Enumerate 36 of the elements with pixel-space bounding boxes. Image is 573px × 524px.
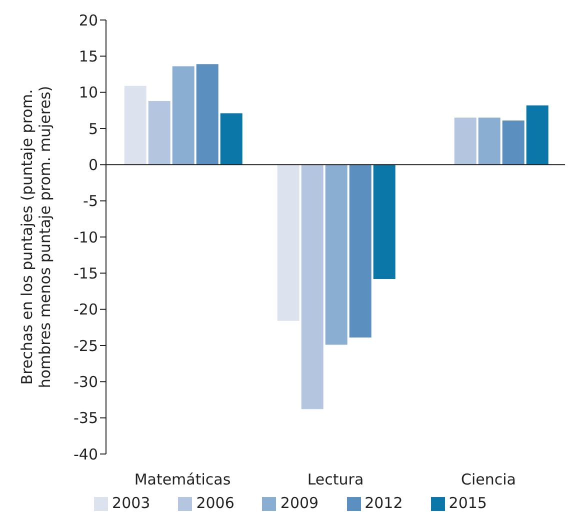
x-tick-label: Lectura — [307, 470, 364, 489]
bar — [124, 86, 146, 165]
y-tick-label: 0 — [88, 156, 98, 174]
legend-label: 2012 — [364, 494, 403, 512]
bar — [502, 120, 524, 165]
bar — [301, 164, 324, 410]
y-tick-label: -15 — [74, 264, 98, 282]
y-tick-label: 5 — [88, 120, 98, 138]
bar — [373, 164, 396, 279]
y-tick-label: 10 — [78, 84, 98, 102]
x-tick-label: Ciencia — [461, 470, 516, 489]
legend-label: 2015 — [448, 494, 487, 512]
legend-label: 2006 — [196, 494, 234, 512]
y-tick-label: -20 — [74, 300, 98, 319]
bar — [526, 105, 548, 165]
bar — [277, 164, 300, 321]
bar — [454, 118, 476, 165]
bar — [196, 64, 218, 165]
x-tick-label: Matemáticas — [134, 470, 231, 489]
bar — [148, 101, 170, 165]
y-tick-label: -35 — [74, 409, 98, 428]
y-tick-label: 15 — [78, 47, 98, 66]
bar — [349, 164, 372, 338]
legend-label: 2003 — [112, 494, 150, 512]
y-tick-label: -5 — [83, 192, 98, 210]
bar — [220, 113, 242, 165]
bar — [478, 118, 500, 165]
y-tick-label: 20 — [78, 11, 98, 30]
y-tick-label: -10 — [74, 228, 98, 246]
y-axis-title: Brechas en los puntajes (puntaje prom. hombres menos puntaje prom. mujeres) — [18, 86, 54, 388]
bar — [325, 164, 348, 345]
bar — [172, 66, 194, 165]
y-tick-label: -25 — [74, 336, 98, 355]
legend-label: 2009 — [280, 494, 319, 512]
y-tick-label: -40 — [74, 445, 98, 464]
y-tick-label: -30 — [74, 372, 98, 391]
